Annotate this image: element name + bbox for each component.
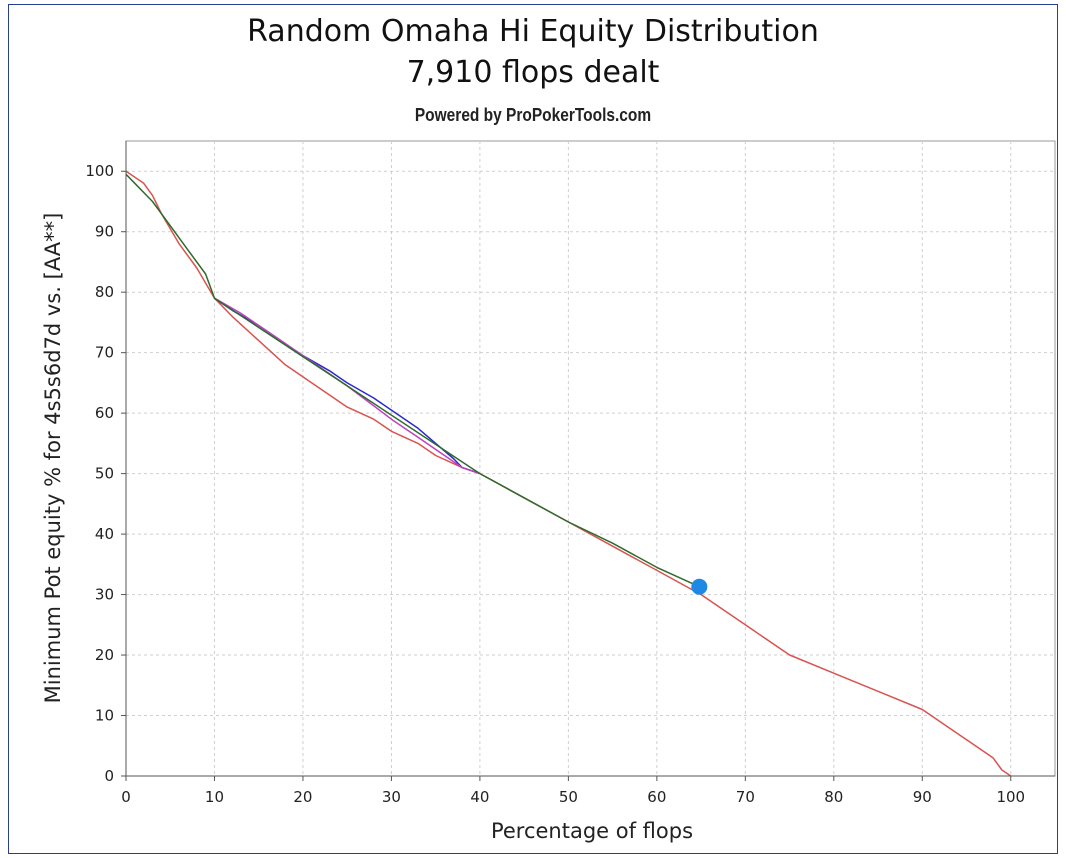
x-tick-label: 70 xyxy=(736,788,755,806)
y-tick-label: 100 xyxy=(85,162,114,180)
x-tick-label: 90 xyxy=(913,788,932,806)
x-tick-label: 20 xyxy=(293,788,312,806)
axis-ticks: 0 10 20 30 40 50 60 70 80 90 100 0 10 20 30 40 50 60 70 80 9… xyxy=(85,162,1025,806)
y-tick-label: 10 xyxy=(95,707,114,725)
y-tick-label: 40 xyxy=(95,525,114,543)
x-tick-label: 60 xyxy=(647,788,666,806)
x-tick-label: 30 xyxy=(382,788,401,806)
y-tick-label: 90 xyxy=(95,223,114,241)
chart-title: Random Omaha Hi Equity Distribution xyxy=(247,14,819,49)
series-line-3 xyxy=(214,297,481,475)
x-tick-label: 50 xyxy=(559,788,578,806)
series-line-4 xyxy=(125,173,700,588)
y-tick-label: 70 xyxy=(95,344,114,362)
chart-subtitle: 7,910 flops dealt xyxy=(406,55,660,90)
x-tick-label: 10 xyxy=(205,788,224,806)
x-tick-label: 100 xyxy=(996,788,1025,806)
plot-area xyxy=(125,140,1056,777)
y-tick-label: 20 xyxy=(95,646,114,664)
series-lines xyxy=(125,170,1012,777)
y-tick-label: 60 xyxy=(95,404,114,422)
series-line-1 xyxy=(125,170,1012,777)
x-tick-label: 80 xyxy=(824,788,843,806)
y-tick-label: 30 xyxy=(95,586,114,604)
highlight-marker xyxy=(691,578,708,595)
chart-credit: Powered by ProPokerTools.com xyxy=(414,105,652,125)
marker-layer xyxy=(691,578,708,595)
x-tick-label: 40 xyxy=(470,788,489,806)
y-tick-label: 80 xyxy=(95,283,114,301)
y-axis-label: Minimum Pot equity % for 4s5s6d7d vs. [A… xyxy=(41,213,65,704)
y-tick-label: 0 xyxy=(104,767,114,785)
x-axis-label: Percentage of flops xyxy=(491,819,693,843)
x-tick-label: 0 xyxy=(121,788,131,806)
y-tick-label: 50 xyxy=(95,465,114,483)
